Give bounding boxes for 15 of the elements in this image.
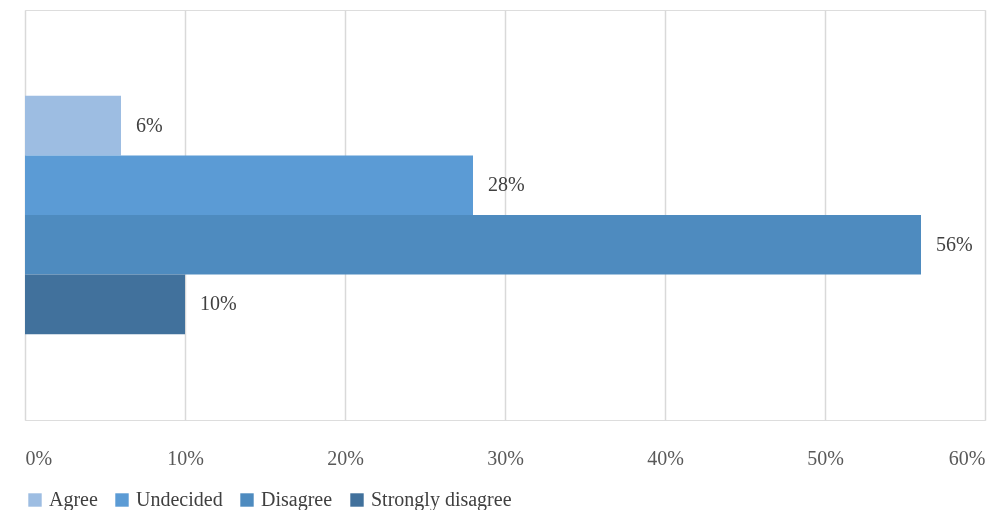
data-label: 28% [488, 173, 525, 196]
x-tick-label: 10% [167, 446, 204, 469]
x-tick-label: 0% [25, 446, 53, 469]
x-tick-label: 50% [807, 446, 844, 469]
legend-label: Undecided [136, 488, 223, 510]
x-tick-label: 20% [327, 446, 364, 469]
legend-label: Agree [49, 488, 98, 511]
legend-label: Strongly disagree [371, 488, 512, 511]
data-label: 56% [936, 232, 973, 255]
data-label: 10% [200, 292, 237, 315]
data-label: 6% [136, 113, 163, 136]
x-tick-label: 60% [948, 446, 986, 469]
x-tick-label: 30% [487, 446, 524, 469]
x-tick-label: 40% [647, 446, 684, 469]
legend-label: Disagree [261, 488, 333, 511]
